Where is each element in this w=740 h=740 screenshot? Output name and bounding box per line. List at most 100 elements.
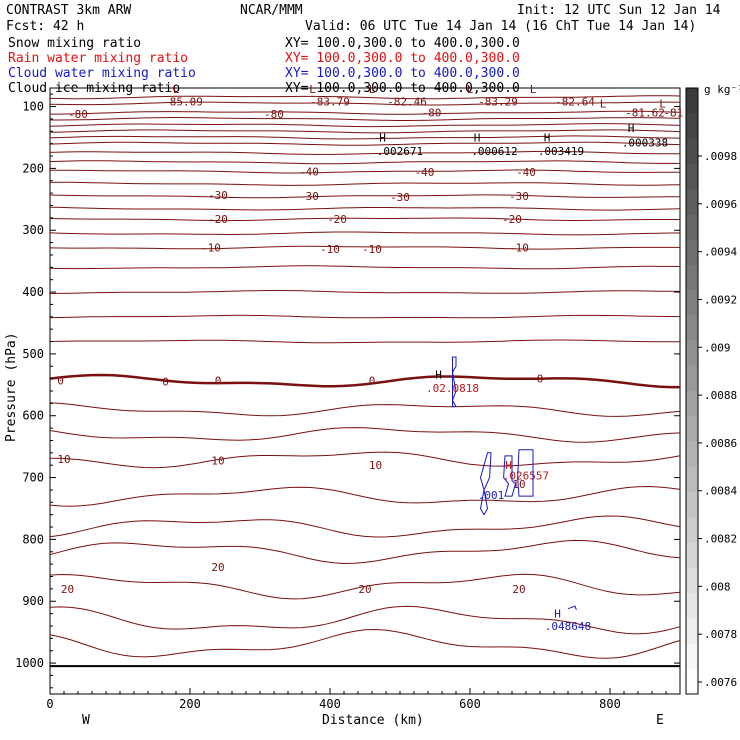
title-left: CONTRAST 3km ARW — [6, 3, 131, 18]
isotherm-p-730 — [49, 485, 681, 507]
cloud-water-contour — [567, 605, 577, 611]
isotherm-level--40 — [50, 169, 680, 174]
colorbar-border — [685, 87, 699, 695]
isotherm-p-120 — [50, 116, 681, 121]
colorbar-swatch — [686, 138, 698, 165]
y-tick-label: 400 — [22, 285, 44, 299]
colorbar-swatch — [686, 542, 698, 569]
isotherm-level--10 — [49, 245, 680, 250]
legend-cloud-water-xy: XY= 100.0,300.0 to 400.0,300.0 — [285, 66, 520, 81]
colorbar-tick-label: .0098 — [704, 150, 737, 163]
legend-snow-xy: XY= 100.0,300.0 to 400.0,300.0 — [285, 36, 520, 51]
colorbar-tick-label: .0084 — [704, 485, 737, 498]
isotherm-level--20 — [49, 217, 680, 222]
y-axis-label: Pressure (hPa) — [4, 332, 19, 442]
temperature-label: -81.62 — [625, 107, 665, 120]
low-marker: L — [659, 97, 666, 110]
isotherm-p-305 — [49, 231, 680, 236]
cloud-ice-value-label: .003419 — [538, 145, 584, 158]
cloud-ice-value-label: .002671 — [377, 145, 423, 158]
colorbar-swatch — [686, 340, 698, 367]
x-axis: 0 200 400 600 800 — [46, 688, 681, 711]
x-axis-label: Distance (km) — [322, 713, 424, 728]
high-marker: H — [435, 368, 442, 381]
temperature-label: -85.09 — [163, 96, 203, 109]
colorbar-swatch — [686, 189, 698, 215]
isotherm-p-480 — [49, 339, 680, 344]
isotherm-level-0 — [49, 373, 680, 389]
colorbar-swatch — [686, 163, 698, 190]
isotherm-p-590 — [49, 402, 681, 417]
isotherm-p-95 — [49, 101, 681, 106]
temperature-contours — [49, 95, 681, 659]
temperature-label: -10 — [201, 242, 221, 255]
temperature-label: 20 — [211, 561, 224, 574]
low-marker: L — [369, 83, 376, 96]
cloud-ice-value-label: .000338 — [622, 136, 668, 149]
colorbar-tick-label: .0092 — [704, 293, 737, 306]
legend: Snow mixing ratio XY= 100.0,300.0 to 400… — [8, 36, 520, 96]
temperature-label: -82.46 — [387, 96, 427, 109]
colorbar-tick-label: .0088 — [704, 389, 737, 402]
header: CONTRAST 3km ARW NCAR/MMM Init: 12 UTC S… — [6, 3, 721, 34]
legend-cloud-water-name: Cloud water mixing ratio — [8, 66, 196, 81]
colorbar-swatch — [686, 618, 698, 644]
high-marker: H — [544, 131, 551, 144]
x-tick-label: 0 — [46, 697, 53, 711]
temperature-label: -30 — [390, 191, 410, 204]
colorbar-swatch — [686, 391, 698, 417]
y-tick-label: 900 — [22, 594, 44, 608]
cloud-water-value-label: .048648 — [545, 620, 591, 633]
temperature-label: -83.29 — [478, 96, 518, 109]
colorbar-swatch — [686, 88, 698, 114]
temperature-label: -30 — [208, 189, 228, 202]
temperature-label: 0 — [215, 374, 222, 387]
extrema-markers: L L L L L L L H H H H H H H — [173, 83, 667, 620]
colorbar-swatch — [686, 365, 698, 392]
legend-rain-name: Rain water mixing ratio — [8, 51, 188, 66]
forecast-hour: Fcst: 42 h — [6, 19, 84, 34]
isotherm-p-930 — [49, 605, 681, 635]
init-time: Init: 12 UTC Sun 12 Jan 14 — [517, 3, 721, 18]
colorbar-swatch — [686, 567, 698, 594]
mixing-ratio-labels: .002671.000612.003419.000338.001.048648.… — [377, 136, 668, 633]
isotherm-p-970 — [49, 628, 681, 659]
temperature-label: -30 — [509, 190, 529, 203]
legend-rain-xy: XY= 100.0,300.0 to 400.0,300.0 — [285, 51, 520, 66]
isotherm-p-265 — [49, 206, 681, 211]
temperature-label: 10 — [57, 453, 70, 466]
x-tick-label: 200 — [179, 697, 201, 711]
colorbar-swatch — [686, 239, 698, 266]
temperature-label: -20 — [502, 213, 522, 226]
colorbar: .0098 .0096 .0094 .0092 .009 .0088 .0086 .0084.… — [685, 83, 740, 695]
high-marker: H — [628, 122, 635, 135]
y-tick-label: 100 — [22, 100, 44, 114]
low-marker: L — [530, 83, 537, 96]
isotherm-level--30 — [49, 194, 680, 199]
cloud-water-contour — [503, 455, 517, 497]
high-marker: H — [379, 131, 386, 144]
y-tick-label: 200 — [22, 161, 44, 175]
temperature-label: -20 — [327, 213, 347, 226]
high-marker: H — [474, 131, 481, 144]
colorbar-swatch — [686, 643, 698, 670]
low-marker: L — [467, 83, 474, 96]
colorbar-tick-label: .0094 — [704, 246, 737, 259]
isotherm-p-780 — [49, 515, 681, 538]
colorbar-tick-label: .0082 — [704, 533, 737, 546]
temperature-label: -10 — [509, 242, 529, 255]
high-marker: H — [505, 459, 512, 472]
temperature-label: -40 — [299, 165, 319, 178]
legend-snow-name: Snow mixing ratio — [8, 36, 141, 51]
temperature-labels: -85.09 -83.79 -82.46 -83.29 -82.64-81.62-81.… — [57, 96, 696, 596]
isotherm-p-400 — [49, 290, 681, 294]
isotherm-level-10 — [49, 451, 681, 469]
colorbar-swatch — [686, 517, 698, 543]
isotherm-p-820 — [49, 539, 681, 565]
x-tick-label: 600 — [459, 697, 481, 711]
temperature-label: 0 — [537, 373, 544, 386]
isotherm-p-190 — [49, 160, 680, 165]
temperature-label: -10 — [320, 243, 340, 256]
colorbar-tick-label: .008 — [704, 580, 731, 593]
